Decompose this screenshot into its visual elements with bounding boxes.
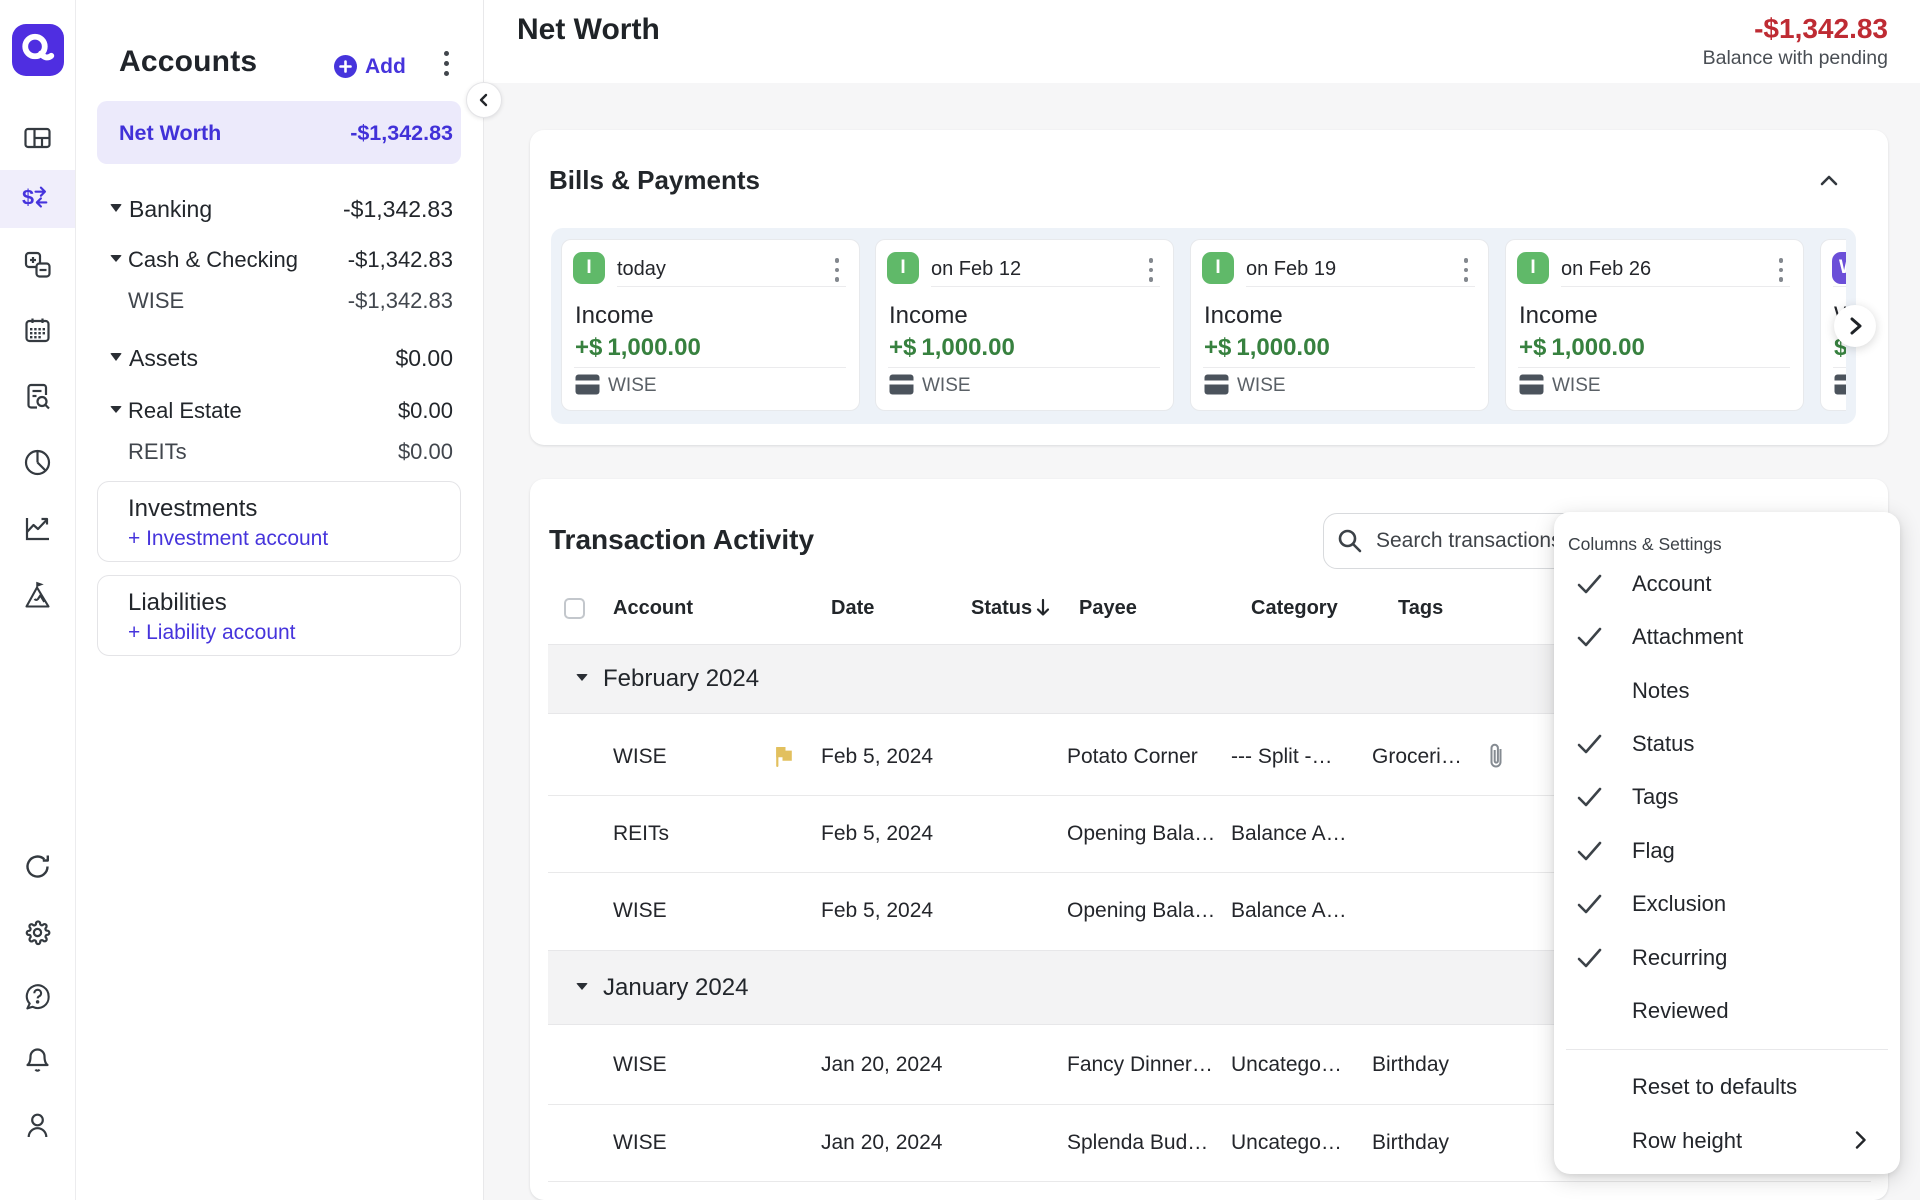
svg-text:$: $ xyxy=(22,184,34,209)
